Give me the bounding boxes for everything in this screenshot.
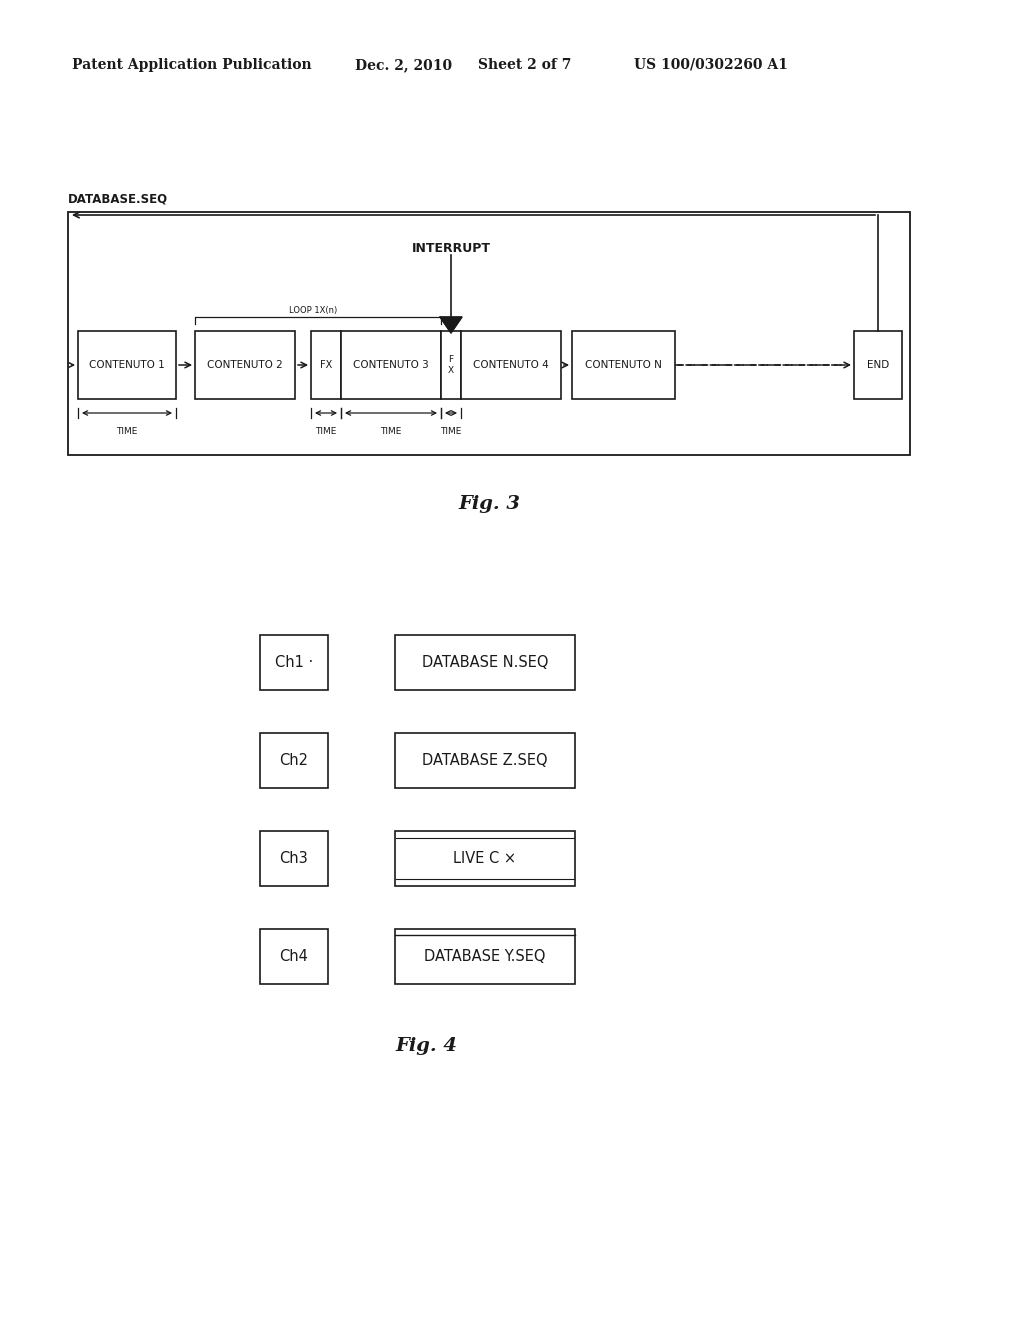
Bar xyxy=(260,733,328,788)
Bar xyxy=(395,832,575,886)
Text: CONTENUTO 4: CONTENUTO 4 xyxy=(473,360,549,370)
Text: Ch4: Ch4 xyxy=(280,949,308,964)
Text: DATABASE N.SEQ: DATABASE N.SEQ xyxy=(422,655,548,671)
Text: INTERRUPT: INTERRUPT xyxy=(412,242,490,255)
Text: Dec. 2, 2010: Dec. 2, 2010 xyxy=(355,58,453,73)
Text: CONTENUTO N: CONTENUTO N xyxy=(585,360,662,370)
Bar xyxy=(311,331,341,399)
Text: US 100/0302260 A1: US 100/0302260 A1 xyxy=(634,58,787,73)
Text: Ch3: Ch3 xyxy=(280,851,308,866)
Bar xyxy=(395,929,575,983)
Text: TIME: TIME xyxy=(440,426,462,436)
Text: DATABASE Z.SEQ: DATABASE Z.SEQ xyxy=(422,752,548,768)
Text: TIME: TIME xyxy=(380,426,401,436)
Bar xyxy=(441,331,461,399)
Bar xyxy=(341,331,441,399)
Bar xyxy=(68,213,910,455)
Text: Patent Application Publication: Patent Application Publication xyxy=(72,58,311,73)
Text: Fig. 4: Fig. 4 xyxy=(395,1038,457,1055)
Text: LOOP 1X(n): LOOP 1X(n) xyxy=(289,306,337,315)
Text: F
X: F X xyxy=(447,355,454,375)
Polygon shape xyxy=(440,317,462,333)
Text: DATABASE.SEQ: DATABASE.SEQ xyxy=(68,193,168,206)
Text: Fig. 3: Fig. 3 xyxy=(458,495,520,513)
Text: CONTENUTO 1: CONTENUTO 1 xyxy=(89,360,165,370)
Bar xyxy=(260,635,328,690)
Bar xyxy=(260,832,328,886)
Bar xyxy=(854,331,902,399)
Text: Sheet 2 of 7: Sheet 2 of 7 xyxy=(478,58,571,73)
Text: FX: FX xyxy=(319,360,332,370)
Bar xyxy=(461,331,561,399)
Bar xyxy=(395,733,575,788)
Bar xyxy=(260,929,328,983)
Bar xyxy=(195,331,295,399)
Text: DATABASE Y.SEQ: DATABASE Y.SEQ xyxy=(424,949,546,964)
Text: END: END xyxy=(867,360,889,370)
Text: LIVE C ×: LIVE C × xyxy=(454,851,516,866)
Text: Ch1 ·: Ch1 · xyxy=(274,655,313,671)
Text: Ch2: Ch2 xyxy=(280,752,308,768)
Bar xyxy=(395,635,575,690)
Bar xyxy=(78,331,176,399)
Text: CONTENUTO 3: CONTENUTO 3 xyxy=(353,360,429,370)
Text: TIME: TIME xyxy=(117,426,137,436)
Text: CONTENUTO 2: CONTENUTO 2 xyxy=(207,360,283,370)
Bar xyxy=(572,331,675,399)
Text: TIME: TIME xyxy=(315,426,337,436)
